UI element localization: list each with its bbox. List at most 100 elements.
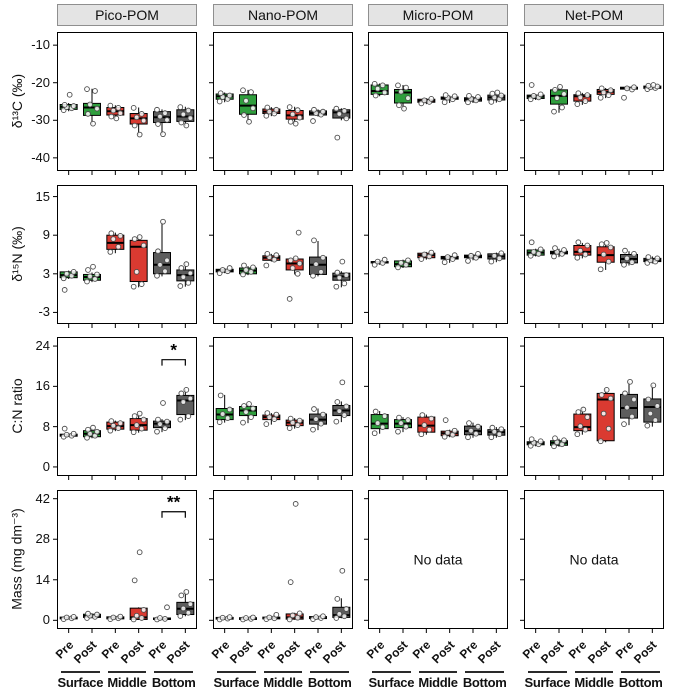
data-point: [287, 118, 294, 125]
data-point: [263, 262, 270, 269]
box-middle-post: [440, 252, 459, 266]
box-surface-post: [239, 262, 257, 278]
data-point: [320, 254, 326, 261]
box-bottom-post: [332, 105, 351, 141]
data-point: [162, 268, 168, 275]
data-point: [313, 416, 319, 422]
data-point: [273, 252, 280, 258]
data-point: [90, 120, 96, 127]
data-point: [271, 256, 278, 263]
group-label: Middle: [263, 675, 303, 690]
data-point: [343, 115, 350, 122]
y-tick-label: 0: [42, 458, 50, 474]
data-point: [311, 237, 317, 244]
box-bottom-pre: [620, 247, 638, 268]
data-point: [421, 251, 428, 258]
data-point: [133, 114, 140, 121]
data-point: [84, 86, 90, 92]
group-divider-line: [107, 671, 147, 673]
data-point: [489, 424, 496, 431]
box-surface-pre: [59, 91, 78, 113]
data-point: [294, 107, 301, 113]
data-point: [185, 279, 192, 286]
box-middle-pre: [262, 410, 281, 427]
data-point: [133, 269, 140, 275]
group-divider-line: [263, 671, 303, 673]
data-point: [183, 589, 190, 595]
data-point: [334, 596, 341, 602]
data-point: [561, 247, 567, 253]
group-label: Bottom: [307, 675, 352, 690]
data-point: [263, 112, 270, 119]
data-point: [226, 265, 233, 271]
box-bottom-pre: [464, 420, 482, 441]
data-point: [85, 610, 91, 617]
data-point: [266, 614, 273, 621]
data-point: [61, 102, 68, 108]
box-rect: [643, 398, 662, 423]
data-point: [339, 567, 346, 574]
data-point: [603, 387, 610, 393]
data-point: [381, 413, 388, 419]
data-point: [428, 96, 435, 102]
data-point: [63, 270, 70, 277]
data-point: [598, 392, 605, 398]
data-point: [421, 422, 428, 428]
panel-border: [524, 32, 664, 171]
box-surface-post: [83, 86, 101, 127]
box-surface-post: [83, 263, 101, 285]
data-point: [85, 426, 91, 433]
data-point: [339, 258, 346, 265]
data-point: [341, 108, 348, 114]
data-point: [561, 91, 567, 97]
box-bottom-post: [643, 382, 662, 429]
box-middle-post: [129, 410, 148, 436]
data-point: [117, 232, 124, 239]
data-point: [607, 87, 614, 94]
box-bottom-post: [176, 589, 195, 619]
data-point: [180, 399, 187, 405]
group-label: Middle: [107, 675, 147, 690]
data-point: [381, 89, 388, 96]
data-point: [313, 614, 319, 620]
data-point: [395, 82, 401, 89]
panel-CN-micro-pom: [364, 337, 508, 480]
box-surface-pre: [59, 425, 78, 440]
data-point: [140, 117, 147, 124]
data-point: [162, 110, 168, 116]
data-point: [154, 272, 160, 279]
box-surface-pre: [370, 80, 389, 99]
data-point: [87, 273, 93, 280]
data-point: [94, 105, 100, 112]
data-point: [468, 252, 474, 259]
data-point: [607, 395, 614, 402]
data-point: [185, 609, 192, 616]
data-point: [264, 251, 271, 257]
data-point: [624, 404, 630, 411]
data-point: [537, 91, 544, 98]
data-point: [110, 236, 117, 242]
data-point: [294, 270, 301, 277]
y-tick-label: 42: [35, 490, 50, 506]
data-point: [243, 409, 249, 415]
data-point: [552, 87, 558, 93]
group-divider-line: [310, 671, 349, 673]
data-point: [90, 263, 96, 270]
data-point: [372, 408, 379, 415]
data-point: [155, 248, 161, 255]
box-middle-pre: [262, 611, 281, 623]
group-divider-line: [621, 671, 660, 673]
data-point: [475, 251, 481, 257]
data-point: [600, 410, 607, 417]
column-header-nano-pom: Nano-POM: [213, 4, 353, 26]
data-point: [155, 416, 161, 423]
box-bottom-pre: [620, 378, 638, 427]
data-point: [187, 395, 194, 402]
data-point: [115, 425, 122, 432]
box-middle-post: [596, 85, 615, 101]
box-middle-pre: [106, 102, 125, 122]
data-point: [162, 425, 168, 432]
group-label: Middle: [574, 675, 614, 690]
data-point: [226, 92, 233, 99]
box-middle-post: [129, 234, 148, 290]
